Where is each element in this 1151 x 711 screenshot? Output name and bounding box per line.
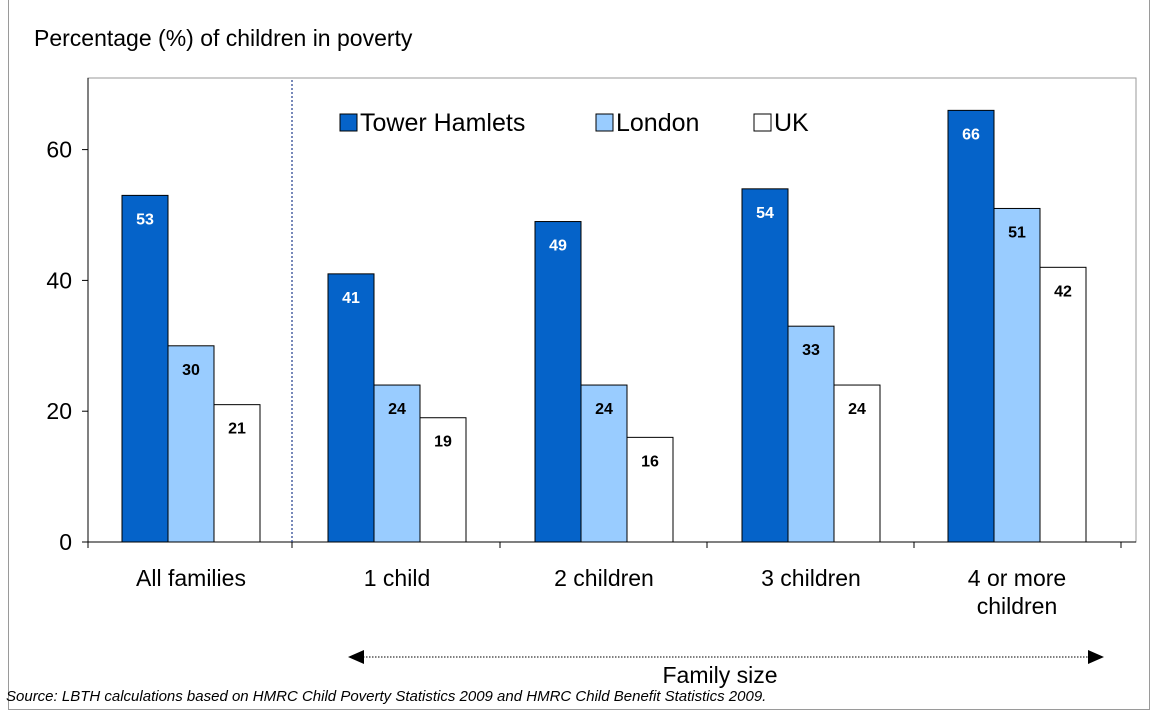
legend-label: Tower Hamlets <box>360 109 525 137</box>
y-axis: 0 20 40 60 <box>46 78 89 555</box>
x-category-label: 2 children <box>554 565 654 591</box>
legend-swatch <box>595 113 614 132</box>
bar-tower-hamlets <box>327 273 375 543</box>
data-label: 51 <box>1008 224 1026 241</box>
arrow-left-icon <box>348 650 364 664</box>
legend-swatch <box>339 113 358 132</box>
data-label: 49 <box>549 238 567 255</box>
chart-title: Percentage (%) of children in poverty <box>34 25 413 51</box>
y-tick-label: 60 <box>46 137 72 163</box>
data-label: 66 <box>962 126 980 143</box>
bar-uk <box>213 404 261 543</box>
x-category-label: children <box>977 593 1058 619</box>
source-note: Source: LBTH calculations based on HMRC … <box>6 688 766 705</box>
data-label: 30 <box>182 362 200 379</box>
legend: Tower Hamlets London UK <box>339 109 809 137</box>
bar-tower-hamlets <box>741 188 789 543</box>
data-label: 33 <box>802 342 820 359</box>
data-label: 21 <box>228 421 246 438</box>
bar-london <box>787 325 835 543</box>
arrow-right-icon <box>1088 650 1104 664</box>
x-category-label: All families <box>136 565 246 591</box>
data-label: 24 <box>595 401 613 418</box>
data-label: 54 <box>756 205 774 222</box>
x-category-label: 4 or more <box>968 565 1066 591</box>
data-label: 24 <box>388 401 406 418</box>
y-tick-label: 20 <box>46 398 72 424</box>
bar-london <box>993 207 1041 543</box>
bar-tower-hamlets <box>947 109 995 543</box>
data-label: 16 <box>641 453 659 470</box>
data-label: 42 <box>1054 283 1072 300</box>
x-category-label: 1 child <box>364 565 430 591</box>
group-axis-label: Family size <box>662 662 777 688</box>
legend-label: London <box>616 109 699 137</box>
data-label: 24 <box>848 401 866 418</box>
bar-tower-hamlets <box>534 221 582 543</box>
legend-label: UK <box>774 109 809 137</box>
legend-swatch <box>753 113 772 132</box>
family-size-arrow <box>348 650 1104 664</box>
bar-uk <box>626 436 674 543</box>
x-category-label: 3 children <box>761 565 861 591</box>
y-tick-label: 0 <box>59 529 72 555</box>
data-label: 53 <box>136 211 154 228</box>
bar-tower-hamlets <box>121 194 169 543</box>
x-axis: All families 1 child 2 children 3 children 4… <box>87 541 1136 619</box>
bar-london <box>580 384 628 543</box>
bar-uk <box>1039 266 1087 543</box>
bars-group <box>121 109 1087 543</box>
data-label: 19 <box>434 434 452 451</box>
data-label: 41 <box>342 290 360 307</box>
bar-uk <box>419 417 467 543</box>
y-tick-label: 40 <box>46 267 72 293</box>
data-labels-group: 53 41 49 54 66 30 24 24 33 51 21 19 16 24 42 <box>136 126 1072 470</box>
